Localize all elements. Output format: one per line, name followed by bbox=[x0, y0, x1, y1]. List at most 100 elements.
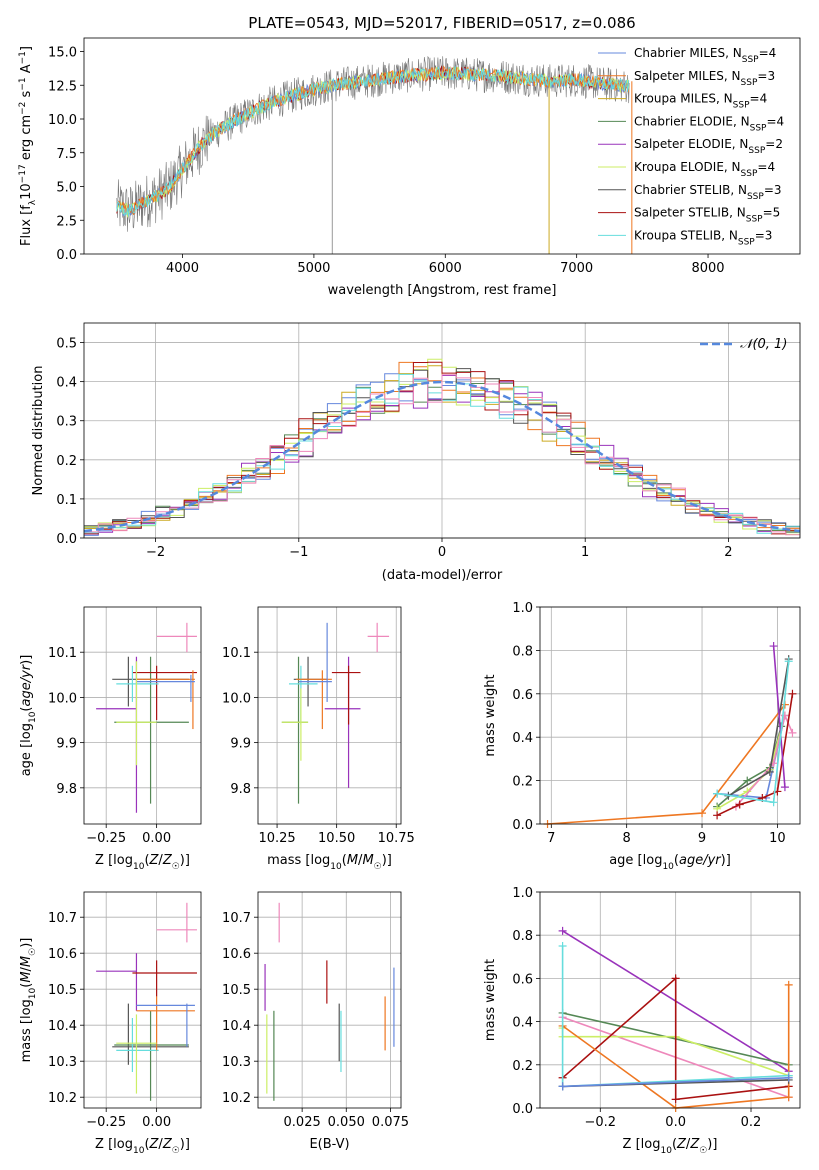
y-tick-label: 0.1 bbox=[56, 493, 77, 508]
y-tick-label: 10.1 bbox=[48, 646, 77, 661]
label-part: M bbox=[19, 956, 34, 967]
y-axis-label: mass [log10(M/M☉)] bbox=[19, 938, 38, 1063]
x-tick-label: 9 bbox=[698, 831, 706, 846]
label-part: =5 bbox=[763, 206, 781, 220]
label-part: 10 bbox=[660, 1146, 672, 1156]
y-tick-label: 1.0 bbox=[512, 601, 533, 616]
y-tick-label: 10.6 bbox=[48, 947, 77, 962]
label-part: SSP bbox=[747, 192, 764, 202]
weight-marker bbox=[713, 789, 722, 798]
label-part: ☉ bbox=[172, 1146, 180, 1156]
label-part: Z [log bbox=[623, 1137, 661, 1152]
label-part: M bbox=[362, 853, 373, 868]
weight-marker bbox=[784, 980, 793, 989]
y-tick-label: 9.8 bbox=[230, 782, 251, 797]
x-tick-label: 5000 bbox=[297, 261, 330, 276]
y-axis-label: Normed distribution bbox=[31, 366, 46, 496]
gridlines bbox=[540, 606, 800, 825]
label-part: SSP bbox=[748, 146, 765, 156]
label-part: SSP bbox=[750, 123, 767, 133]
label-part: )] bbox=[382, 853, 392, 868]
label-part: erg cm bbox=[19, 115, 34, 164]
axes-frame bbox=[83, 606, 202, 825]
spectrum-panel: 4000 5000 6000 7000 8000 0.0 2.5 5.0 7.5 10.0 12.5… bbox=[18, 14, 801, 298]
axes-frame bbox=[83, 37, 801, 255]
y-tick-label: 12.5 bbox=[48, 79, 77, 94]
y-tick-label: 9.9 bbox=[230, 737, 251, 752]
legend-label: Chabrier MILES, NSSP=4 bbox=[634, 46, 776, 65]
label-part: =4 bbox=[766, 114, 784, 128]
label-part: ] bbox=[19, 46, 34, 51]
label-part: / bbox=[358, 853, 363, 868]
gridlines bbox=[258, 607, 401, 824]
label-part: Chabrier STELIB, N bbox=[634, 183, 747, 197]
y-tick-label: 0.2 bbox=[56, 454, 77, 469]
error-bars bbox=[281, 622, 390, 804]
weight-lines bbox=[558, 926, 793, 1112]
normal-curve bbox=[84, 380, 800, 533]
label-part: =2 bbox=[765, 137, 783, 151]
y-tick-label: 10.1 bbox=[222, 646, 251, 661]
x-axis-label: wavelength [Angstrom, rest frame] bbox=[328, 283, 557, 298]
weight-line bbox=[735, 712, 794, 808]
y-tick-label: 0.3 bbox=[56, 415, 77, 430]
legend-label: Kroupa STELIB, NSSP=3 bbox=[634, 228, 772, 247]
weight-marker bbox=[784, 1073, 793, 1082]
x-tick-label: 2 bbox=[724, 545, 732, 560]
x-axis-label: mass [log10(M/M☉)] bbox=[267, 853, 392, 872]
error-bars bbox=[96, 902, 197, 1101]
x-tick-label: 10.25 bbox=[258, 831, 295, 846]
label-part: 10 bbox=[133, 862, 145, 872]
y-tick-label: 0.4 bbox=[512, 1016, 533, 1031]
y-tick-label: 10.5 bbox=[222, 983, 251, 998]
y-tick-label: 10.6 bbox=[222, 947, 251, 962]
weight-marker bbox=[780, 783, 789, 792]
weight-line bbox=[562, 976, 789, 1101]
error-bars bbox=[96, 622, 197, 813]
weight-marker bbox=[788, 689, 797, 698]
label-part: SSP bbox=[741, 78, 758, 88]
label-part: =4 bbox=[750, 92, 768, 106]
label-part: s bbox=[19, 90, 34, 101]
weight-marker bbox=[558, 926, 567, 935]
legend-label: Kroupa ELODIE, NSSP=4 bbox=[634, 160, 775, 179]
axes-frame bbox=[539, 606, 801, 825]
label-part: ( bbox=[19, 707, 34, 712]
label-part: ( bbox=[19, 983, 34, 988]
y-tick-label: 0.4 bbox=[56, 376, 77, 391]
label-part: −1 bbox=[18, 77, 28, 90]
label-part: Z [log bbox=[95, 853, 133, 868]
ticks: 10.25 10.50 10.75 9.8 9.9 10.0 10.1 bbox=[222, 646, 415, 846]
y-axis-label: mass weight bbox=[483, 959, 498, 1041]
x-tick-label: −0.2 bbox=[585, 1115, 617, 1130]
label-part: Z bbox=[162, 853, 173, 868]
label-part: SSP bbox=[733, 101, 750, 111]
label-part: 10 bbox=[28, 987, 38, 999]
axes-frame bbox=[257, 891, 402, 1109]
weight-marker bbox=[558, 1082, 567, 1091]
weight-marker bbox=[558, 942, 567, 950]
y-tick-label: 9.8 bbox=[56, 782, 77, 797]
y-tick-label: 10.3 bbox=[222, 1055, 251, 1070]
axes-frame bbox=[257, 606, 402, 825]
y-tick-label: 0.2 bbox=[512, 1059, 533, 1074]
label-part: 10 bbox=[330, 862, 342, 872]
y-tick-label: 10.5 bbox=[48, 983, 77, 998]
y-tick-label: 7.5 bbox=[56, 147, 77, 162]
label-part: 10 bbox=[662, 862, 674, 872]
x-tick-label: 0.00 bbox=[142, 1115, 171, 1130]
mass-weight-vs-z-panel: −0.2 0.0 0.20.00.20.40.60.81.0Z [log10(Z/Z… bbox=[483, 886, 801, 1156]
y-tick-label: 10.0 bbox=[48, 113, 77, 128]
x-tick-label: 6000 bbox=[429, 261, 462, 276]
ticks: −0.2 0.0 0.2 0.0 0.2 0.4 0.6 0.8 1.0 bbox=[512, 886, 761, 1130]
y-tick-label: 10.0 bbox=[222, 691, 251, 706]
label-part: =4 bbox=[757, 160, 775, 174]
label-part: SSP bbox=[738, 237, 755, 247]
y-tick-label: 10.0 bbox=[48, 691, 77, 706]
ticks: −2 −1 0 1 2 0.0 0.1 0.2 0.3 0.4 0.5 bbox=[56, 337, 732, 560]
x-tick-label: −0.25 bbox=[86, 1115, 126, 1130]
observed-spectrum bbox=[116, 55, 630, 232]
